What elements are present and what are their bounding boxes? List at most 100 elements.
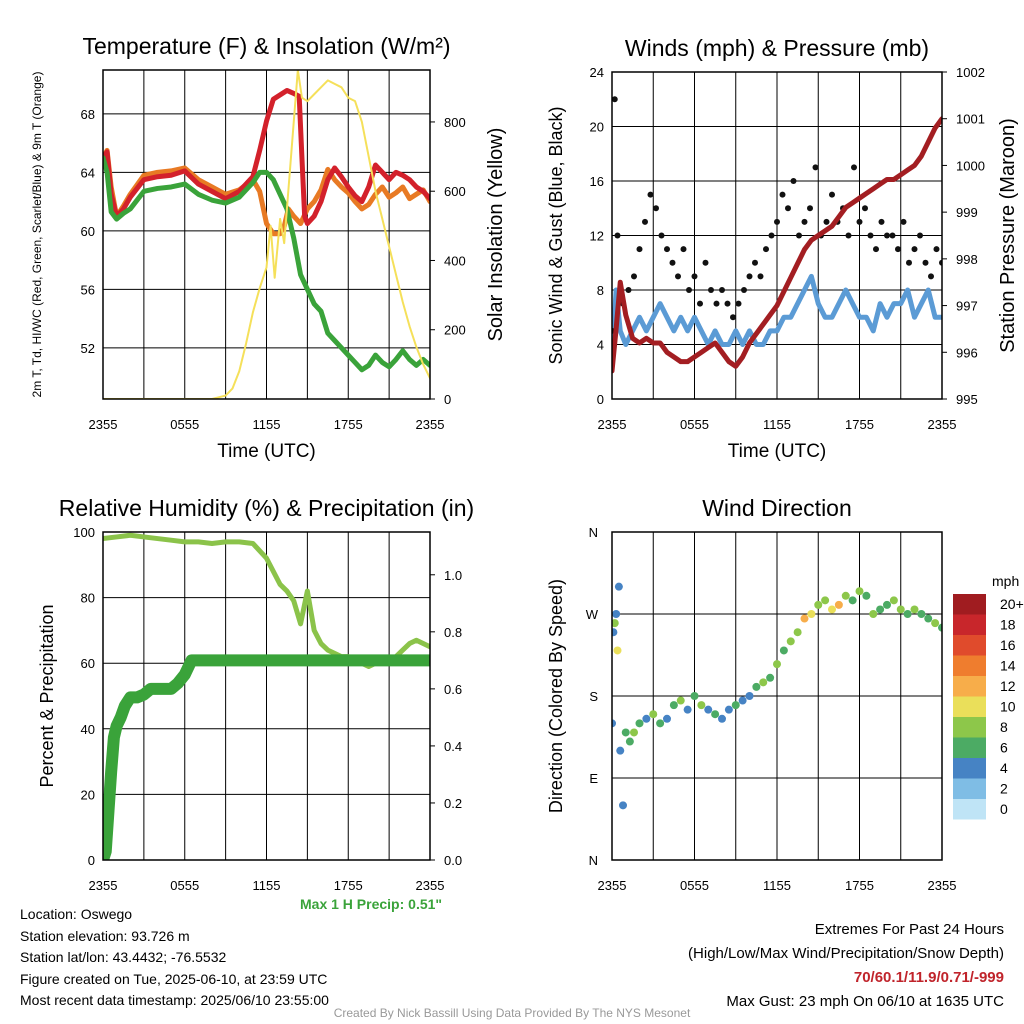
direction-point — [612, 628, 618, 637]
gust-point — [790, 178, 797, 184]
y2-axis-label: Station Pressure (Maroon) — [997, 118, 1019, 353]
direction-point — [903, 610, 912, 618]
gust-point — [752, 259, 758, 266]
y-tick-label: 0 — [88, 853, 95, 868]
y-tick-label: N — [589, 525, 598, 540]
series-line-2 — [612, 116, 942, 374]
x-tick-label: 1755 — [845, 417, 874, 432]
direction-point — [613, 646, 622, 655]
gust-point — [884, 232, 890, 239]
direction-point — [917, 610, 926, 618]
legend-swatch — [953, 614, 986, 635]
gust-point — [658, 232, 665, 239]
direction-point — [669, 701, 678, 710]
direction-point — [793, 628, 802, 637]
gust-point — [757, 273, 764, 280]
direction-point — [724, 705, 733, 714]
gust-point — [779, 191, 786, 198]
legend-label: 10 — [1000, 699, 1016, 715]
extremes-heading: Extremes For Past 24 Hours — [814, 921, 1004, 938]
panel-2-title: Winds (mph) & Pressure (mb) — [625, 35, 929, 61]
direction-point — [697, 701, 706, 710]
gust-point — [686, 287, 692, 293]
y2-tick-label: 0.8 — [444, 625, 462, 640]
direction-point — [883, 600, 891, 609]
y-axis-label: Sonic Wind & Gust (Blue, Black) — [546, 106, 566, 364]
x-axis-label: Time (UTC) — [728, 441, 827, 462]
direction-point — [828, 605, 836, 614]
y-tick-label: S — [589, 689, 598, 704]
panel-1-title: Temperature (F) & Insolation (W/m²) — [82, 33, 450, 59]
direction-point — [612, 619, 619, 628]
gust-point — [730, 314, 736, 321]
panel-3-title: Relative Humidity (%) & Precipitation (i… — [59, 495, 474, 521]
gust-point — [922, 259, 929, 266]
gust-point — [636, 246, 643, 253]
extremes-values: 70/60.1/11.9/0.71/-999 — [853, 969, 1004, 986]
panel-frame — [102, 69, 431, 400]
y-tick-label: 20 — [590, 120, 604, 135]
y-tick-label: 40 — [81, 722, 95, 737]
gust-point — [895, 246, 901, 253]
gust-point — [851, 164, 857, 171]
max-gust: Max Gust: 23 mph On 06/10 at 1635 UTC — [726, 993, 1004, 1010]
series-line-0 — [103, 147, 430, 237]
station-latlon: Station lat/lon: 43.4432; -76.5532 — [20, 949, 227, 965]
direction-point — [821, 596, 830, 605]
x-tick-label: 2355 — [89, 878, 118, 893]
gust-point — [691, 273, 698, 280]
legend-swatch — [953, 758, 986, 779]
direction-point — [621, 728, 630, 737]
y-tick-label: 56 — [81, 282, 95, 297]
gust-point — [906, 259, 912, 266]
extremes-info: Extremes For Past 24 Hours (High/Low/Max… — [688, 918, 1004, 1014]
legend-label: 0 — [1000, 801, 1008, 817]
gust-point — [708, 287, 714, 293]
x-tick-label: 1755 — [334, 417, 363, 432]
panel-1-data — [103, 70, 430, 399]
direction-point — [704, 705, 713, 714]
panel-frame — [102, 531, 431, 861]
y2-tick-label: 0.6 — [444, 682, 462, 697]
gust-point — [768, 232, 775, 239]
panel-3 — [102, 531, 435, 861]
direction-point — [759, 678, 768, 687]
panel-2 — [611, 71, 947, 400]
gust-point — [653, 205, 659, 212]
y-tick-label: 60 — [81, 224, 95, 239]
gust-point — [796, 232, 802, 239]
gust-point — [669, 259, 676, 266]
gust-point — [614, 232, 621, 239]
y-tick-label: 12 — [590, 229, 604, 244]
gust-point — [713, 300, 720, 307]
direction-point — [614, 582, 623, 591]
legend-unit: mph — [992, 573, 1019, 589]
legend-swatch — [953, 676, 986, 697]
x-tick-label: 1755 — [845, 878, 874, 893]
y-tick-label: 80 — [81, 591, 95, 606]
direction-point — [800, 614, 809, 623]
speed-legend — [953, 594, 986, 820]
gust-point — [862, 205, 868, 212]
gust-point — [889, 232, 896, 239]
gust-point — [933, 246, 940, 253]
credit-line: Created By Nick Bassill Using Data Provi… — [333, 1006, 691, 1020]
gust-point — [625, 287, 632, 293]
y-tick-label: 52 — [81, 341, 95, 356]
direction-point — [779, 646, 788, 655]
gust-point — [647, 191, 654, 198]
direction-point — [612, 719, 616, 728]
x-tick-label: 2355 — [416, 878, 445, 893]
y2-tick-label: 1.0 — [444, 568, 462, 583]
direction-point — [841, 591, 850, 600]
y-tick-label: E — [589, 771, 598, 786]
max-precip-annotation: Max 1 H Precip: 0.51" — [300, 896, 443, 912]
y2-tick-label: 0.0 — [444, 853, 462, 868]
y2-tick-label: 1000 — [956, 158, 985, 173]
y-tick-label: 68 — [81, 107, 95, 122]
x-tick-label: 0555 — [680, 878, 709, 893]
y-tick-label: 4 — [597, 338, 604, 353]
panel-frame — [611, 71, 943, 400]
direction-point — [834, 600, 843, 609]
